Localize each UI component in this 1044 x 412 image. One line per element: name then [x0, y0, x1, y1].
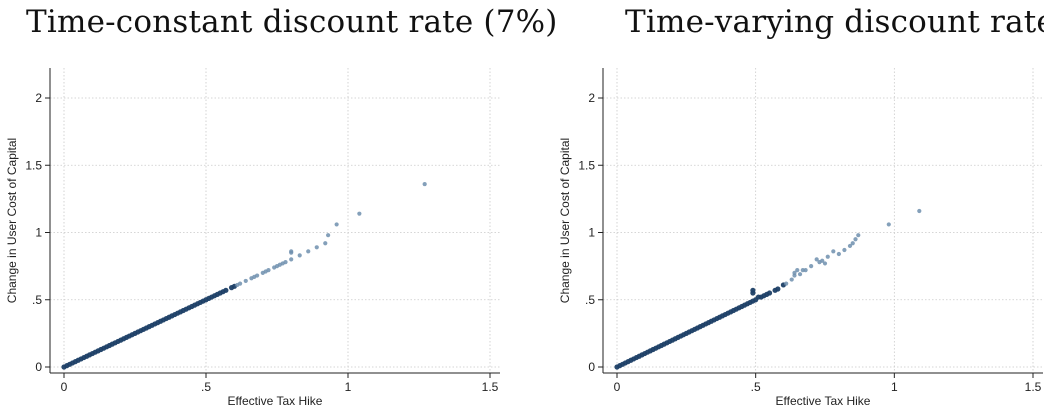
y-tick-label: 0 — [588, 360, 595, 374]
scatter-point — [803, 268, 808, 273]
scatter-point — [297, 253, 302, 258]
scatter-point — [237, 281, 243, 286]
y-tick-label: 1.5 — [25, 158, 42, 172]
scatter-point — [323, 241, 328, 246]
scatter-point — [831, 249, 836, 254]
scatter-point — [792, 270, 797, 275]
scatter-point — [289, 249, 294, 254]
scatter-point — [357, 211, 362, 216]
y-tick-label: 0 — [35, 360, 42, 374]
y-tick-label: 2 — [588, 91, 595, 105]
scatter-point — [797, 272, 803, 277]
x-tick-label: 1.5 — [482, 380, 499, 394]
scatter-point — [775, 286, 781, 292]
scatter-panel-right: 0 .5 1 1.5 2 0 .5 1 1.5 Effective Tax Hike Change … — [558, 68, 1043, 408]
x-tick-label: 0 — [61, 380, 68, 394]
scatter-point — [789, 277, 794, 282]
scatter-point — [422, 181, 427, 187]
scatter-point — [289, 257, 294, 262]
scatter-point — [820, 258, 825, 263]
scatter-point — [814, 257, 819, 262]
y-axis-title: Change in User Cost of Capital — [558, 138, 572, 303]
chart-title-left: Time-constant discount rate (7%) — [26, 4, 558, 40]
scatter-point — [822, 261, 828, 266]
scatter-point — [223, 287, 229, 293]
x-tick-label: 1 — [891, 380, 898, 394]
x-tick-label: 0 — [614, 380, 621, 394]
y-tick-label: 2 — [35, 91, 42, 105]
scatter-point — [334, 222, 339, 227]
y-tick-label: 1 — [588, 226, 595, 240]
scatter-point — [766, 290, 773, 296]
scatter-point — [825, 254, 830, 259]
y-tick-label: 1.5 — [578, 158, 595, 172]
scatter-point — [795, 268, 800, 273]
scatter-point — [283, 259, 288, 265]
scatter-point — [243, 278, 248, 284]
scatter-point — [886, 222, 891, 227]
y-tick-label: .5 — [585, 293, 595, 307]
scatter-point — [326, 233, 331, 238]
scatter-point — [266, 268, 271, 273]
scatter-point — [255, 273, 260, 278]
scatter-point — [836, 251, 841, 257]
x-axis-title: Effective Tax Hike — [228, 394, 323, 408]
chart-title-right: Time-varying discount rate — [625, 4, 1044, 40]
x-tick-label: 1 — [345, 380, 352, 394]
scatter-point — [856, 233, 861, 238]
scatter-point — [314, 245, 319, 250]
y-axis-title: Change in User Cost of Capital — [5, 138, 19, 303]
x-axis-title: Effective Tax Hike — [776, 394, 871, 408]
x-tick-label: .5 — [201, 380, 211, 394]
y-tick-label: 1 — [35, 226, 42, 240]
scatter-point — [306, 249, 311, 254]
scatter-point — [784, 281, 789, 286]
x-tick-label: 1.5 — [1025, 380, 1042, 394]
scatter-point — [917, 208, 922, 214]
scatter-panel-left: 0 .5 1 1.5 2 0 .5 1 1.5 Effective Tax Hike Change … — [5, 68, 500, 408]
scatter-point — [847, 243, 853, 249]
scatter-point — [809, 264, 814, 269]
y-tick-label: .5 — [32, 293, 42, 307]
scatter-point — [750, 287, 756, 293]
scatter-point — [850, 241, 855, 246]
scatter-point — [853, 237, 858, 242]
x-tick-label: .5 — [751, 380, 761, 394]
scatter-point — [842, 247, 847, 253]
